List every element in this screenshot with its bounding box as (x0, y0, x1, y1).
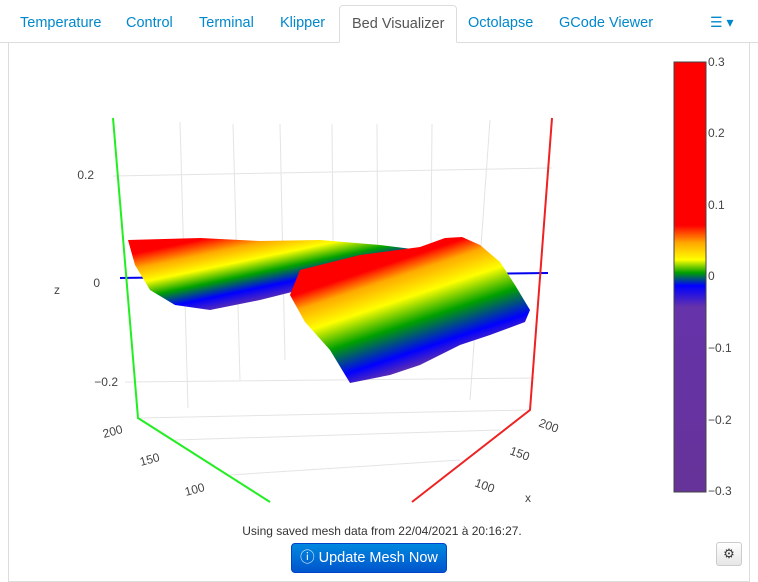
z-axis-title: z (54, 283, 60, 297)
mesh-surface-back (128, 238, 420, 310)
colorbar-tick: −0.1 (708, 341, 732, 355)
hamburger-dropdown-icon[interactable]: ☰ ▾ (710, 14, 734, 30)
z-tick: −0.2 (94, 375, 118, 389)
y-tick: 200 (101, 422, 124, 441)
y-tick: 150 (138, 450, 161, 469)
update-mesh-label: Update Mesh Now (318, 550, 438, 566)
colorbar-tick: 0.3 (708, 55, 725, 69)
colorbar-tick: 0.1 (708, 198, 725, 212)
tab-gcode-viewer[interactable]: GCode Viewer (559, 15, 654, 31)
info-circle-icon: ⓘ (300, 550, 315, 566)
z-tick: 0 (93, 276, 100, 290)
settings-button[interactable]: ⚙ (716, 542, 742, 566)
tab-bar: Temperature Control Terminal Klipper Bed… (0, 0, 758, 43)
tab-temperature[interactable]: Temperature (20, 15, 102, 31)
tab-klipper[interactable]: Klipper (280, 15, 326, 31)
colorbar-tick: 0 (708, 269, 715, 283)
update-mesh-button[interactable]: ⓘ Update Mesh Now (291, 543, 447, 573)
gear-icon: ⚙ (723, 546, 735, 561)
tab-control[interactable]: Control (126, 15, 173, 31)
x-axis-title: x (525, 491, 531, 505)
x-tick: 100 (473, 476, 497, 496)
mesh-surface-front (290, 237, 530, 383)
colorbar-tick: −0.2 (708, 413, 732, 427)
mesh-info-text: Using saved mesh data from 22/04/2021 à … (242, 524, 522, 538)
y-axis-line (112, 117, 271, 503)
tab-terminal[interactable]: Terminal (199, 15, 254, 31)
colorbar-tick: 0.2 (708, 126, 725, 140)
y-tick: 100 (183, 480, 206, 499)
tab-bed-visualizer[interactable]: Bed Visualizer (339, 5, 458, 43)
x-tick: 150 (508, 444, 532, 464)
x-axis-frame-line (411, 117, 553, 503)
tab-octolapse[interactable]: Octolapse (468, 15, 534, 31)
colorbar (673, 61, 707, 493)
x-tick: 200 (537, 416, 561, 436)
z-tick: 0.2 (77, 168, 94, 182)
colorbar-tick: −0.3 (708, 484, 732, 498)
